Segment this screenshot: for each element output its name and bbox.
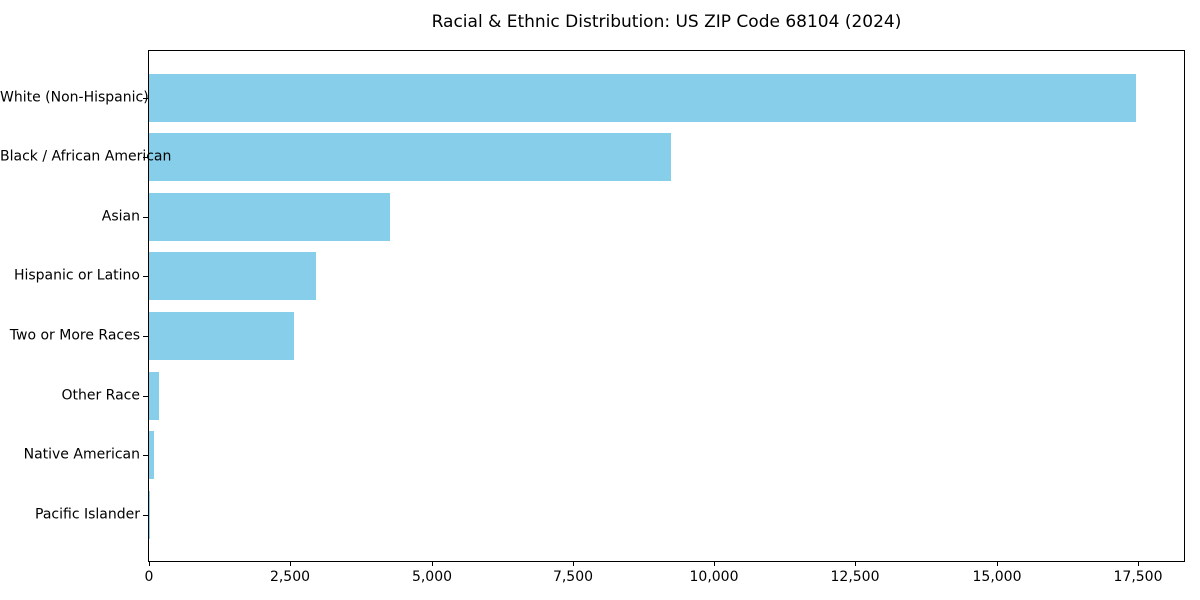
bar-native-american [149,431,154,479]
y-axis-tick [143,515,148,516]
y-axis-tick [143,217,148,218]
chart-title: Racial & Ethnic Distribution: US ZIP Cod… [431,12,902,32]
bar-two-or-more-races [149,312,294,360]
x-axis-tick [714,561,715,566]
x-axis-tick [997,561,998,566]
x-axis-label-10000: 10,000 [689,569,739,585]
y-axis-label-white-non-hispanic: White (Non-Hispanic) [0,89,149,106]
plot-area [148,50,1185,562]
y-axis-tick [143,336,148,337]
y-axis-label-other-race: Other Race [61,387,140,404]
x-axis-tick [573,561,574,566]
y-axis-label-native-american: Native American [23,446,140,463]
bar-white-non-hispanic [149,74,1136,122]
bar-black-african-american [149,133,671,181]
y-axis-tick [143,276,148,277]
x-axis-tick [855,561,856,566]
bar-asian [149,193,390,241]
x-axis-label-5000: 5,000 [411,569,453,585]
y-axis-label-hispanic-or-latino: Hispanic or Latino [13,267,140,284]
x-axis-label-2500: 2,500 [269,569,311,585]
bar-other-race [149,372,159,420]
x-axis-label-15000: 15,000 [972,569,1022,585]
x-axis-label-12500: 12,500 [830,569,880,585]
bar-hispanic-or-latino [149,252,316,300]
bar-pacific-islander [149,491,150,539]
y-axis-tick [143,98,148,99]
x-axis-label-17500: 17,500 [1113,569,1163,585]
x-axis-tick [432,561,433,566]
y-axis-tick [143,455,148,456]
x-axis-tick [290,561,291,566]
y-axis-tick [143,157,148,158]
x-axis-label-7500: 7,500 [552,569,594,585]
x-axis-tick [1138,561,1139,566]
x-axis-tick [149,561,150,566]
y-axis-label-two-or-more-races: Two or More Races [9,327,140,344]
y-axis-label-pacific-islander: Pacific Islander [35,506,140,523]
y-axis-label-black-african-american: Black / African American [0,148,172,165]
x-axis-label-0: 0 [144,569,154,585]
y-axis-tick [143,396,148,397]
y-axis-label-asian: Asian [101,208,140,225]
